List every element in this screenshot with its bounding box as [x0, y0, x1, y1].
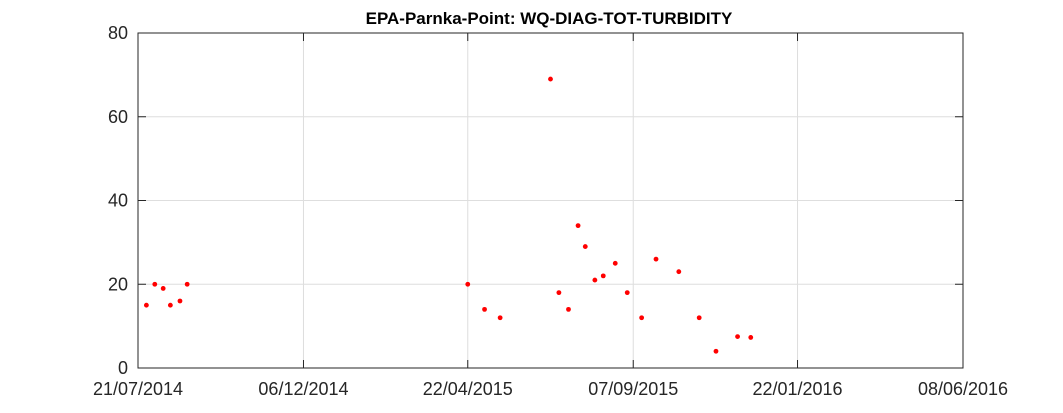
data-point — [639, 315, 645, 321]
data-point — [566, 306, 571, 312]
data-point — [548, 76, 553, 82]
data-point — [676, 269, 682, 275]
data-point — [167, 302, 173, 308]
data-point — [497, 315, 503, 321]
data-point — [612, 260, 618, 266]
data-point — [735, 334, 740, 339]
x-tick-label: 06/12/2014 — [258, 379, 348, 399]
data-point — [713, 348, 719, 354]
data-point — [575, 223, 581, 229]
x-tick-label: 21/07/2014 — [93, 379, 183, 399]
y-tick-label: 80 — [108, 23, 128, 43]
data-point — [143, 302, 149, 308]
data-points — [143, 76, 754, 354]
data-point — [600, 273, 606, 279]
data-point — [582, 244, 588, 249]
data-point — [556, 290, 562, 296]
grid-lines — [137, 32, 964, 369]
y-tick-label: 0 — [118, 358, 128, 378]
data-point — [465, 281, 471, 287]
x-tick-label: 22/01/2016 — [752, 379, 842, 399]
data-point — [748, 335, 754, 340]
y-axis-tick-labels: 0 20 40 60 80 — [108, 23, 128, 378]
x-tick-label: 08/06/2016 — [918, 379, 1008, 399]
data-point — [152, 281, 158, 287]
data-point — [624, 290, 630, 296]
data-point — [482, 306, 487, 312]
x-tick-label: 22/04/2015 — [423, 379, 513, 399]
data-point — [177, 298, 183, 304]
y-tick-label: 20 — [108, 274, 128, 294]
x-tick-label: 07/09/2015 — [588, 379, 678, 399]
axis-ticks — [137, 32, 964, 369]
data-point — [696, 315, 702, 321]
data-point — [592, 277, 598, 283]
data-point — [184, 281, 190, 287]
chart-title: EPA-Parnka-Point: WQ-DIAG-TOT-TURBIDITY — [366, 9, 733, 28]
y-tick-label: 60 — [108, 107, 128, 127]
data-point — [653, 256, 659, 262]
y-tick-label: 40 — [108, 191, 128, 211]
data-point — [160, 286, 166, 291]
x-axis-tick-labels: 21/07/2014 06/12/2014 22/04/2015 07/09/2015… — [93, 379, 1008, 399]
